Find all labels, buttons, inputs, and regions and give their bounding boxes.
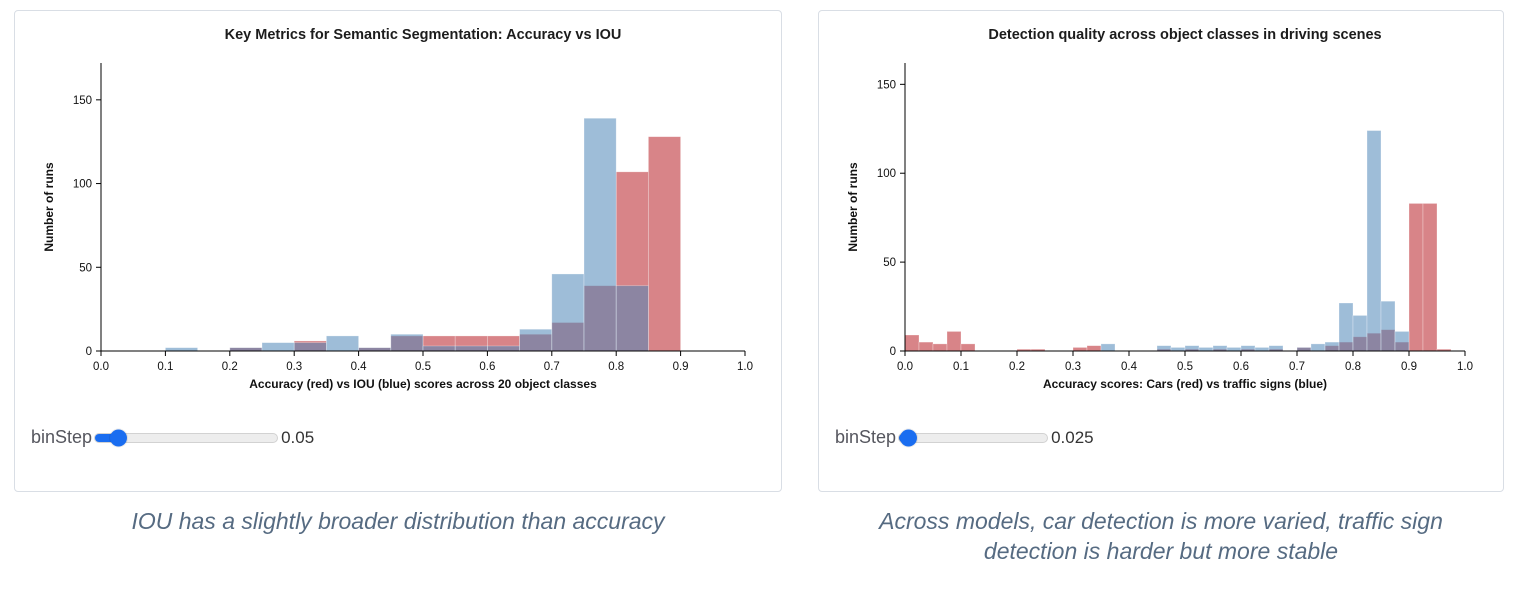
bin-step-value: 0.025 xyxy=(1051,427,1094,447)
svg-text:0.9: 0.9 xyxy=(673,361,689,373)
slider-fill xyxy=(95,433,118,442)
segmentation-chart-card: Key Metrics for Semantic Segmentation: A… xyxy=(14,10,782,492)
svg-text:0: 0 xyxy=(890,346,896,358)
svg-text:Number of runs: Number of runs xyxy=(846,162,860,252)
svg-text:0.4: 0.4 xyxy=(351,361,368,373)
svg-text:0.2: 0.2 xyxy=(1009,361,1025,373)
svg-text:0.1: 0.1 xyxy=(157,361,173,373)
svg-text:0.4: 0.4 xyxy=(1121,361,1138,373)
segmentation-histogram-chart: Key Metrics for Semantic Segmentation: A… xyxy=(42,27,753,391)
svg-text:0.5: 0.5 xyxy=(415,361,431,373)
svg-text:100: 100 xyxy=(877,168,896,180)
detection-panel: Detection quality across object classes … xyxy=(818,10,1504,567)
svg-text:Key Metrics for Semantic Segme: Key Metrics for Semantic Segmentation: A… xyxy=(225,27,622,43)
svg-text:0.9: 0.9 xyxy=(1401,361,1417,373)
svg-text:1.0: 1.0 xyxy=(737,361,753,373)
bin-step-control-right: binStep 0.025 xyxy=(827,427,1495,448)
svg-text:150: 150 xyxy=(877,79,896,91)
svg-text:0.6: 0.6 xyxy=(1233,361,1249,373)
svg-text:0.7: 0.7 xyxy=(544,361,560,373)
bin-step-slider-track[interactable] xyxy=(898,429,1049,446)
svg-text:1.0: 1.0 xyxy=(1457,361,1473,373)
svg-text:0.6: 0.6 xyxy=(479,361,495,373)
bin-step-slider-handle[interactable] xyxy=(899,429,917,446)
svg-text:0.8: 0.8 xyxy=(1345,361,1361,373)
svg-text:0.2: 0.2 xyxy=(222,361,238,373)
svg-text:0.7: 0.7 xyxy=(1289,361,1305,373)
svg-text:0: 0 xyxy=(86,346,92,358)
detection-histogram-chart: Detection quality across object classes … xyxy=(846,27,1473,391)
svg-text:0.0: 0.0 xyxy=(897,361,913,373)
svg-text:Detection quality across objec: Detection quality across object classes … xyxy=(988,27,1381,43)
bin-step-value: 0.05 xyxy=(281,427,315,447)
svg-text:0.5: 0.5 xyxy=(1177,361,1193,373)
svg-text:100: 100 xyxy=(73,179,92,191)
detection-chart-caption: Across models, car detection is more var… xyxy=(879,508,1443,565)
svg-text:0.1: 0.1 xyxy=(953,361,969,373)
bin-step-slider-track[interactable] xyxy=(94,429,279,446)
segmentation-panel: Key Metrics for Semantic Segmentation: A… xyxy=(14,10,782,536)
detection-chart-card: Detection quality across object classes … xyxy=(818,10,1504,492)
segmentation-chart-caption: IOU has a slightly broader distribution … xyxy=(131,508,665,534)
bin-step-label: binStep xyxy=(31,427,93,447)
svg-text:0.3: 0.3 xyxy=(1065,361,1081,373)
svg-text:0.3: 0.3 xyxy=(286,361,302,373)
svg-text:50: 50 xyxy=(79,262,92,274)
bin-step-control-left: binStep 0.05 xyxy=(23,427,773,448)
svg-text:0.8: 0.8 xyxy=(608,361,624,373)
svg-text:150: 150 xyxy=(73,95,92,107)
svg-text:Accuracy (red) vs IOU (blue) s: Accuracy (red) vs IOU (blue) scores acro… xyxy=(249,377,597,391)
svg-text:50: 50 xyxy=(883,257,896,269)
bin-step-slider-handle[interactable] xyxy=(109,429,127,446)
svg-text:Accuracy scores: Cars (red) vs: Accuracy scores: Cars (red) vs traffic s… xyxy=(1043,377,1327,391)
svg-text:Number of runs: Number of runs xyxy=(42,162,56,252)
svg-text:0.0: 0.0 xyxy=(93,361,109,373)
bin-step-label: binStep xyxy=(835,427,897,447)
